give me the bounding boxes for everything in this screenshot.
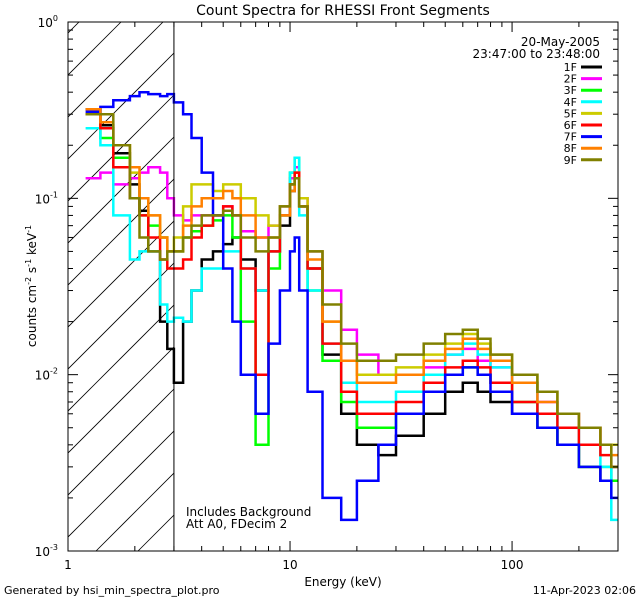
legend-label-1F: 1F	[564, 61, 577, 74]
legend-label-3F: 3F	[564, 84, 577, 97]
y-tick-label: 100	[38, 14, 58, 30]
legend-label-8F: 8F	[564, 142, 577, 155]
y-axis-label-part: keV	[25, 232, 39, 259]
y-axis-label-exponent: -1	[24, 259, 33, 267]
legend-label-6F: 6F	[564, 119, 577, 132]
series-group	[85, 90, 618, 522]
y-axis-ticks: 10-3 10-2 10-1 100	[35, 14, 618, 559]
y-tick-label: 10-2	[35, 367, 58, 383]
legend-date: 20-May-2005	[521, 35, 600, 49]
series-line-7F	[85, 90, 618, 522]
series-line-4F	[85, 126, 618, 522]
annotation-attenuator: Att A0, FDecim 2	[186, 517, 287, 531]
hatch-mask	[173, 22, 618, 551]
attenuator-hatch-region	[68, 22, 618, 551]
y-tick-label: 10-3	[35, 543, 58, 559]
x-tick-label: 10	[282, 558, 297, 572]
footer-timestamp: 11-Apr-2023 02:06	[533, 584, 636, 597]
y-axis-label-exponent: -1	[24, 225, 33, 233]
hatch-line	[68, 22, 164, 118]
y-axis-label: counts cm-2 s-1 keV-1	[24, 225, 39, 347]
legend-time-range: 23:47:00 to 23:48:00	[473, 47, 600, 61]
legend-label-2F: 2F	[564, 73, 577, 86]
legend-label-7F: 7F	[564, 131, 577, 144]
legend-label-4F: 4F	[564, 96, 577, 109]
x-tick-label: 100	[501, 558, 524, 572]
x-axis-ticks: 1 10 100	[64, 22, 619, 572]
y-axis-label-exponent: -2	[24, 277, 33, 285]
legend-label-9F: 9F	[564, 154, 577, 167]
x-tick-label: 1	[64, 558, 72, 572]
annotation-background: Includes Background	[186, 505, 311, 519]
series-line-9F	[85, 112, 618, 469]
y-tick-label: 10-1	[35, 190, 58, 206]
x-axis-label: Energy (keV)	[304, 575, 381, 589]
hatch-line	[68, 22, 206, 160]
y-axis-label-part: counts cm	[25, 285, 39, 347]
legend-label-5F: 5F	[564, 107, 577, 120]
footer-generated-by: Generated by hsi_min_spectra_plot.pro	[4, 584, 220, 597]
hatch-line	[68, 22, 248, 202]
y-axis-label-part: s	[25, 267, 39, 277]
chart-title: Count Spectra for RHESSI Front Segments	[196, 3, 490, 19]
plot-frame	[67, 21, 619, 552]
